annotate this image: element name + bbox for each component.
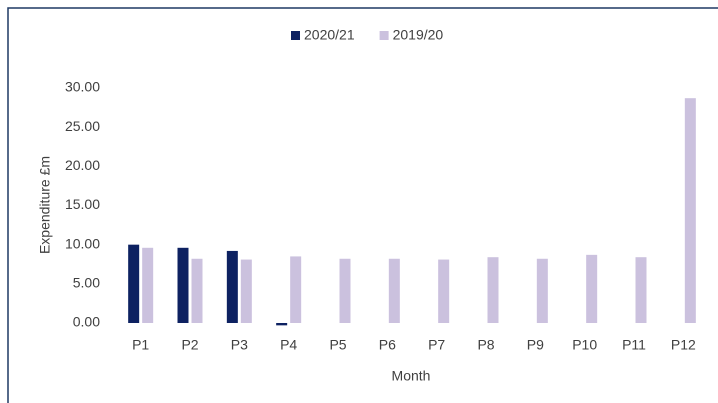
legend-swatch — [379, 31, 389, 40]
x-tick-label: P3 — [231, 337, 248, 353]
x-tick-label: P1 — [132, 337, 149, 353]
x-tick-label: P9 — [527, 337, 544, 353]
x-tick-label: P2 — [181, 337, 198, 353]
bar — [226, 250, 238, 323]
bar — [290, 256, 302, 323]
y-axis-label: Expenditure £m — [37, 156, 53, 254]
y-tick-label: 5.00 — [73, 275, 100, 291]
x-tick-label: P4 — [280, 337, 297, 353]
y-tick-label: 25.00 — [65, 118, 100, 134]
bar — [191, 258, 203, 323]
legend-label: 2019/20 — [393, 27, 444, 43]
x-tick-label: P11 — [622, 337, 646, 353]
bar — [586, 254, 598, 323]
x-tick-label: P7 — [428, 337, 445, 353]
legend-swatch — [291, 31, 300, 40]
bar — [635, 257, 647, 323]
x-tick-label: P10 — [572, 337, 597, 353]
x-tick-label: P5 — [329, 337, 346, 353]
y-tick-label: 20.00 — [65, 157, 100, 173]
legend-label: 2020/21 — [304, 27, 355, 43]
bar — [276, 323, 288, 326]
bar — [438, 259, 450, 323]
bar — [388, 258, 400, 323]
chart-frame — [7, 7, 718, 403]
bar — [142, 247, 154, 323]
y-tick-label: 30.00 — [65, 79, 100, 95]
bar — [684, 98, 696, 323]
x-tick-label: P12 — [671, 337, 696, 353]
bar — [339, 258, 351, 323]
bar — [536, 258, 548, 323]
x-tick-label: P8 — [477, 337, 494, 353]
y-tick-label: 0.00 — [73, 314, 100, 330]
bar — [177, 247, 189, 323]
x-tick-label: P6 — [379, 337, 396, 353]
bar — [128, 244, 140, 323]
y-tick-label: 15.00 — [65, 196, 100, 212]
y-tick-label: 10.00 — [65, 235, 100, 251]
x-axis-label: Month — [392, 368, 431, 384]
bar — [240, 259, 252, 323]
bar — [487, 257, 499, 323]
